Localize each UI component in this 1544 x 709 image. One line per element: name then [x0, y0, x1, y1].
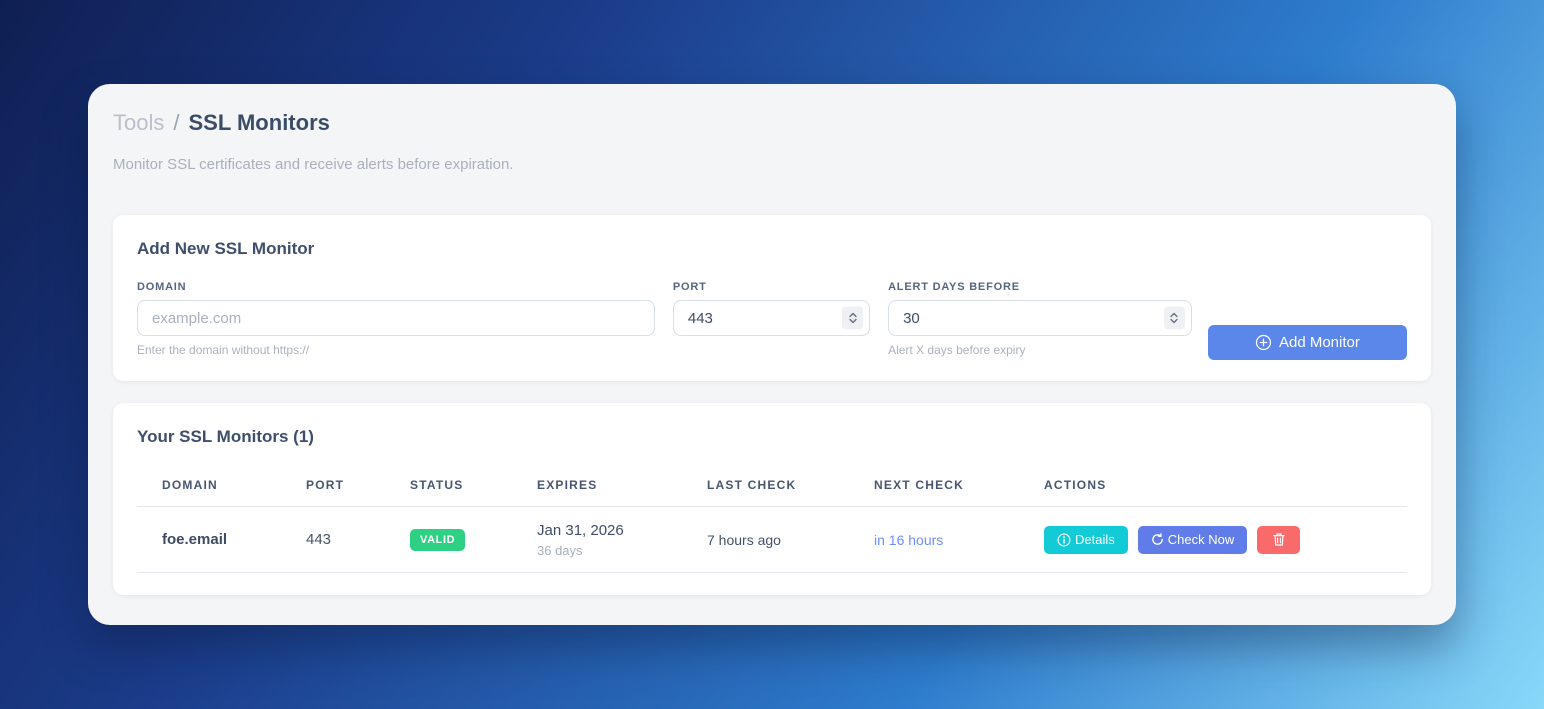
chevron-down-icon — [848, 318, 857, 324]
add-monitor-card: Add New SSL Monitor DOMAIN Enter the dom… — [113, 215, 1431, 381]
details-button[interactable]: Details — [1044, 525, 1128, 554]
alert-days-stepper[interactable] — [1163, 306, 1185, 330]
domain-input[interactable] — [137, 300, 655, 336]
alert-days-field-group: ALERT DAYS BEFORE Alert X days before ex… — [888, 281, 1192, 360]
monitors-card-title: Your SSL Monitors (1) — [137, 427, 314, 446]
column-header-next-check: NEXT CHECK — [874, 478, 965, 492]
column-header-actions: ACTIONS — [1044, 478, 1107, 492]
column-header-last-check: LAST CHECK — [707, 478, 797, 492]
chevron-down-icon — [1170, 318, 1178, 324]
check-now-button-label: Check Now — [1167, 532, 1235, 547]
alert-days-input[interactable] — [888, 300, 1192, 336]
add-monitor-button-label: Add Monitor — [1278, 334, 1360, 351]
port-stepper[interactable] — [842, 306, 864, 330]
details-button-label: Details — [1075, 532, 1115, 547]
table-row: foe.email 443 VALID Jan 31, 2026 36 days… — [137, 507, 1407, 573]
column-header-status: STATUS — [410, 478, 464, 492]
plus-circle-icon — [1255, 334, 1272, 351]
monitors-card: Your SSL Monitors (1) DOMAIN PORT STATUS… — [113, 403, 1431, 595]
monitor-actions-cell: Details Check Now — [1044, 525, 1407, 554]
expires-days-remaining: 36 days — [537, 542, 583, 558]
page-subtitle: Monitor SSL certificates and receive ale… — [113, 156, 514, 173]
check-now-button[interactable]: Check Now — [1137, 525, 1248, 554]
domain-hint: Enter the domain without https:// — [137, 343, 310, 357]
alert-days-hint: Alert X days before expiry — [888, 343, 1026, 357]
add-monitor-button[interactable]: Add Monitor — [1207, 325, 1407, 360]
column-header-domain: DOMAIN — [162, 478, 218, 492]
chevron-up-icon — [848, 312, 857, 318]
status-badge: VALID — [410, 528, 466, 551]
add-monitor-form: DOMAIN Enter the domain without https://… — [137, 281, 1407, 360]
table-header-row: DOMAIN PORT STATUS EXPIRES LAST CHECK NE… — [137, 478, 1407, 507]
chevron-up-icon — [1170, 312, 1178, 318]
monitor-last-check: 7 hours ago — [707, 531, 781, 548]
domain-field-group: DOMAIN Enter the domain without https:// — [137, 281, 655, 360]
page-title: SSL Monitors — [188, 110, 330, 135]
breadcrumb-tools-link[interactable]: Tools — [113, 110, 165, 135]
port-field-group: PORT — [672, 281, 871, 360]
domain-label: DOMAIN — [137, 281, 187, 293]
monitor-domain: foe.email — [162, 531, 228, 548]
monitor-status-cell: VALID — [410, 528, 537, 551]
breadcrumb-separator: / — [173, 110, 180, 135]
trash-icon — [1272, 532, 1286, 547]
main-panel: Tools / SSL Monitors Monitor SSL certifi… — [88, 84, 1456, 625]
info-icon — [1057, 533, 1071, 547]
alert-days-label: ALERT DAYS BEFORE — [888, 281, 1020, 293]
port-label: PORT — [672, 281, 707, 293]
column-header-expires: EXPIRES — [537, 478, 598, 492]
monitors-table: DOMAIN PORT STATUS EXPIRES LAST CHECK NE… — [137, 478, 1407, 573]
expires-date: Jan 31, 2026 — [537, 521, 624, 539]
port-input[interactable] — [672, 300, 871, 336]
monitor-next-check: in 16 hours — [874, 531, 944, 548]
breadcrumb: Tools / SSL Monitors — [113, 110, 1431, 136]
refresh-icon — [1151, 533, 1164, 546]
delete-button[interactable] — [1257, 525, 1301, 554]
column-header-port: PORT — [306, 478, 345, 492]
monitor-port: 443 — [306, 531, 332, 548]
monitor-expires-cell: Jan 31, 2026 36 days — [537, 522, 707, 558]
add-monitor-card-title: Add New SSL Monitor — [137, 239, 315, 258]
